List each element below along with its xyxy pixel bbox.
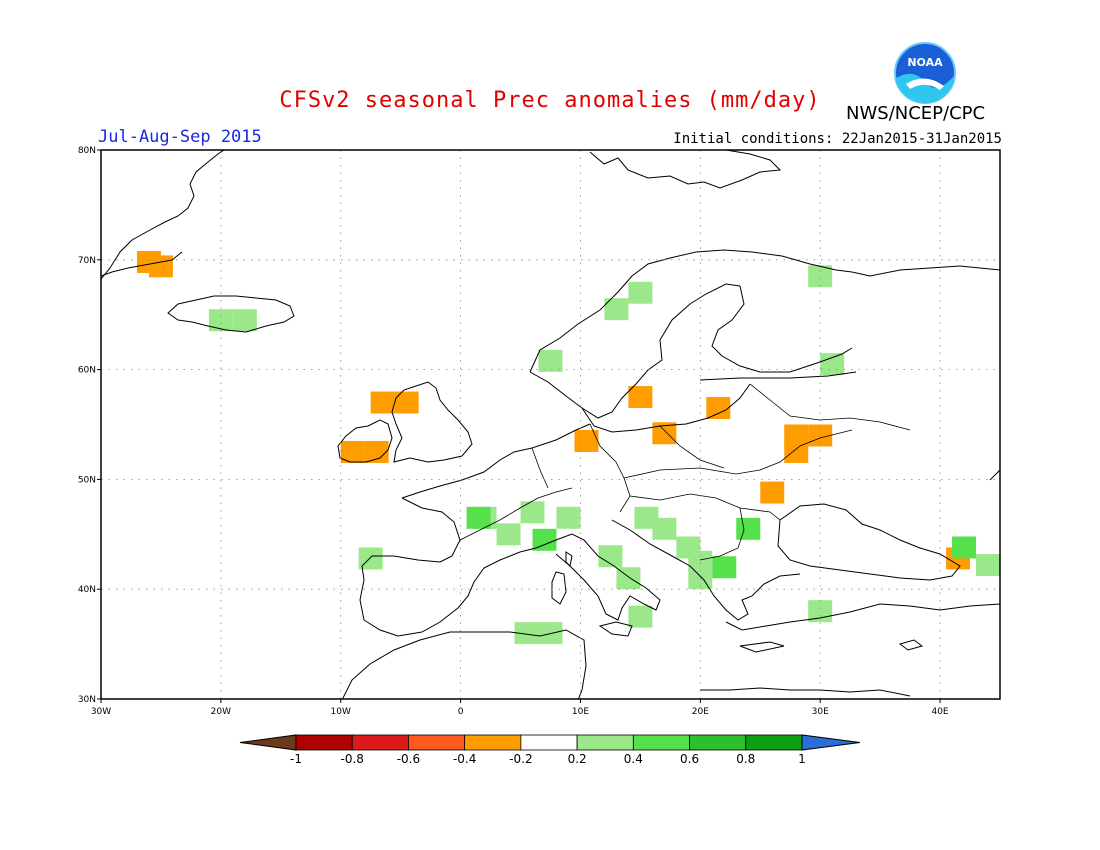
colorbar-segment xyxy=(464,734,522,751)
axis-ticks: 30W 20W 10W 0 10E 20E 30E 40E 30N 40N 50N 60N 70N 80N xyxy=(78,146,949,717)
chart-title: CFSv2 seasonal Prec anomalies (mm/day) xyxy=(279,88,821,113)
colorbar-segment xyxy=(745,734,803,751)
graticule xyxy=(101,150,1000,699)
anomaly-cell xyxy=(808,265,833,288)
lon-tick-label: 10W xyxy=(331,707,351,717)
colorbar-label: 0.4 xyxy=(624,752,643,766)
anomaly-cell xyxy=(496,523,521,546)
lat-tick-label: 30N xyxy=(78,695,96,705)
anomaly-cell xyxy=(520,501,545,524)
lon-tick-label: 30W xyxy=(91,707,111,717)
colorbar-label: 0.2 xyxy=(568,752,587,766)
colorbar-segment xyxy=(689,734,747,751)
anomaly-cell xyxy=(652,422,677,445)
anomaly-cell xyxy=(574,429,599,452)
anomaly-cell xyxy=(232,309,257,332)
colorbar-label: -0.2 xyxy=(509,752,532,766)
colorbar-segment xyxy=(351,734,409,751)
anomaly-cell xyxy=(604,298,629,321)
colorbar-segment xyxy=(520,734,578,751)
colorbar-upper-arrow xyxy=(801,734,861,751)
colorbar: -1 -0.8 -0.6 -0.4 -0.2 0.2 0.4 0.6 0.8 1 xyxy=(239,734,861,766)
colorbar-label: 1 xyxy=(798,752,806,766)
anomaly-cell xyxy=(208,309,233,332)
colorbar-label: -0.8 xyxy=(341,752,364,766)
anomaly-cell xyxy=(736,517,761,540)
anomaly-cell xyxy=(556,506,581,529)
colorbar-segment xyxy=(576,734,634,751)
lon-tick-label: 10E xyxy=(572,707,589,717)
anomaly-cell xyxy=(532,528,557,551)
anomaly-cell xyxy=(706,397,731,420)
initial-conditions: Initial conditions: 22Jan2015-31Jan2015 xyxy=(673,131,1002,147)
colorbar-label: -0.6 xyxy=(397,752,420,766)
anomaly-cell xyxy=(364,440,389,463)
lon-tick-label: 20W xyxy=(211,707,231,717)
lat-tick-label: 40N xyxy=(78,585,96,595)
anomaly-cell xyxy=(514,622,539,645)
anomaly-cells xyxy=(136,251,1000,645)
anomaly-cell xyxy=(148,255,173,278)
colorbar-label: -1 xyxy=(290,752,302,766)
anomaly-cell xyxy=(952,536,977,559)
lon-tick-label: 40E xyxy=(931,707,948,717)
anomaly-cell xyxy=(538,349,563,372)
lat-tick-label: 60N xyxy=(78,366,96,376)
colorbar-segment xyxy=(632,734,690,751)
anomaly-cell xyxy=(628,281,653,304)
anomaly-cell xyxy=(712,556,737,579)
anomaly-cell xyxy=(976,554,1000,577)
colorbar-segment xyxy=(408,734,466,751)
colorbar-label: -0.4 xyxy=(453,752,476,766)
anomaly-cell xyxy=(340,440,365,463)
anomaly-cell xyxy=(628,386,653,409)
coastlines xyxy=(101,150,1000,699)
agency-label: NWS/NCEP/CPC xyxy=(846,103,986,124)
colorbar-label: 0.8 xyxy=(736,752,755,766)
anomaly-cell xyxy=(784,440,809,463)
plot-frame xyxy=(100,149,1001,700)
anomaly-cell xyxy=(676,536,701,559)
anomaly-cell xyxy=(598,545,623,568)
anomaly-cell xyxy=(628,605,653,628)
anomaly-cell xyxy=(820,353,845,376)
lat-tick-label: 80N xyxy=(78,146,96,156)
colorbar-lower-arrow xyxy=(239,734,297,751)
anomaly-cell xyxy=(394,391,419,414)
anomaly-cell xyxy=(370,391,395,414)
colorbar-segment xyxy=(295,734,353,751)
lon-tick-label: 30E xyxy=(812,707,829,717)
lon-tick-label: 20E xyxy=(692,707,709,717)
anomaly-cell xyxy=(760,481,785,504)
anomaly-cell xyxy=(466,506,491,529)
lat-tick-label: 50N xyxy=(78,475,96,485)
forecast-period: Jul-Aug-Sep 2015 xyxy=(98,127,262,147)
colorbar-label: 0.6 xyxy=(680,752,699,766)
svg-text:NOAA: NOAA xyxy=(907,56,943,69)
lon-tick-label: 0 xyxy=(458,707,464,717)
anomaly-cell xyxy=(652,517,677,540)
noaa-logo: NOAA xyxy=(894,42,956,104)
lat-tick-label: 70N xyxy=(78,256,96,266)
